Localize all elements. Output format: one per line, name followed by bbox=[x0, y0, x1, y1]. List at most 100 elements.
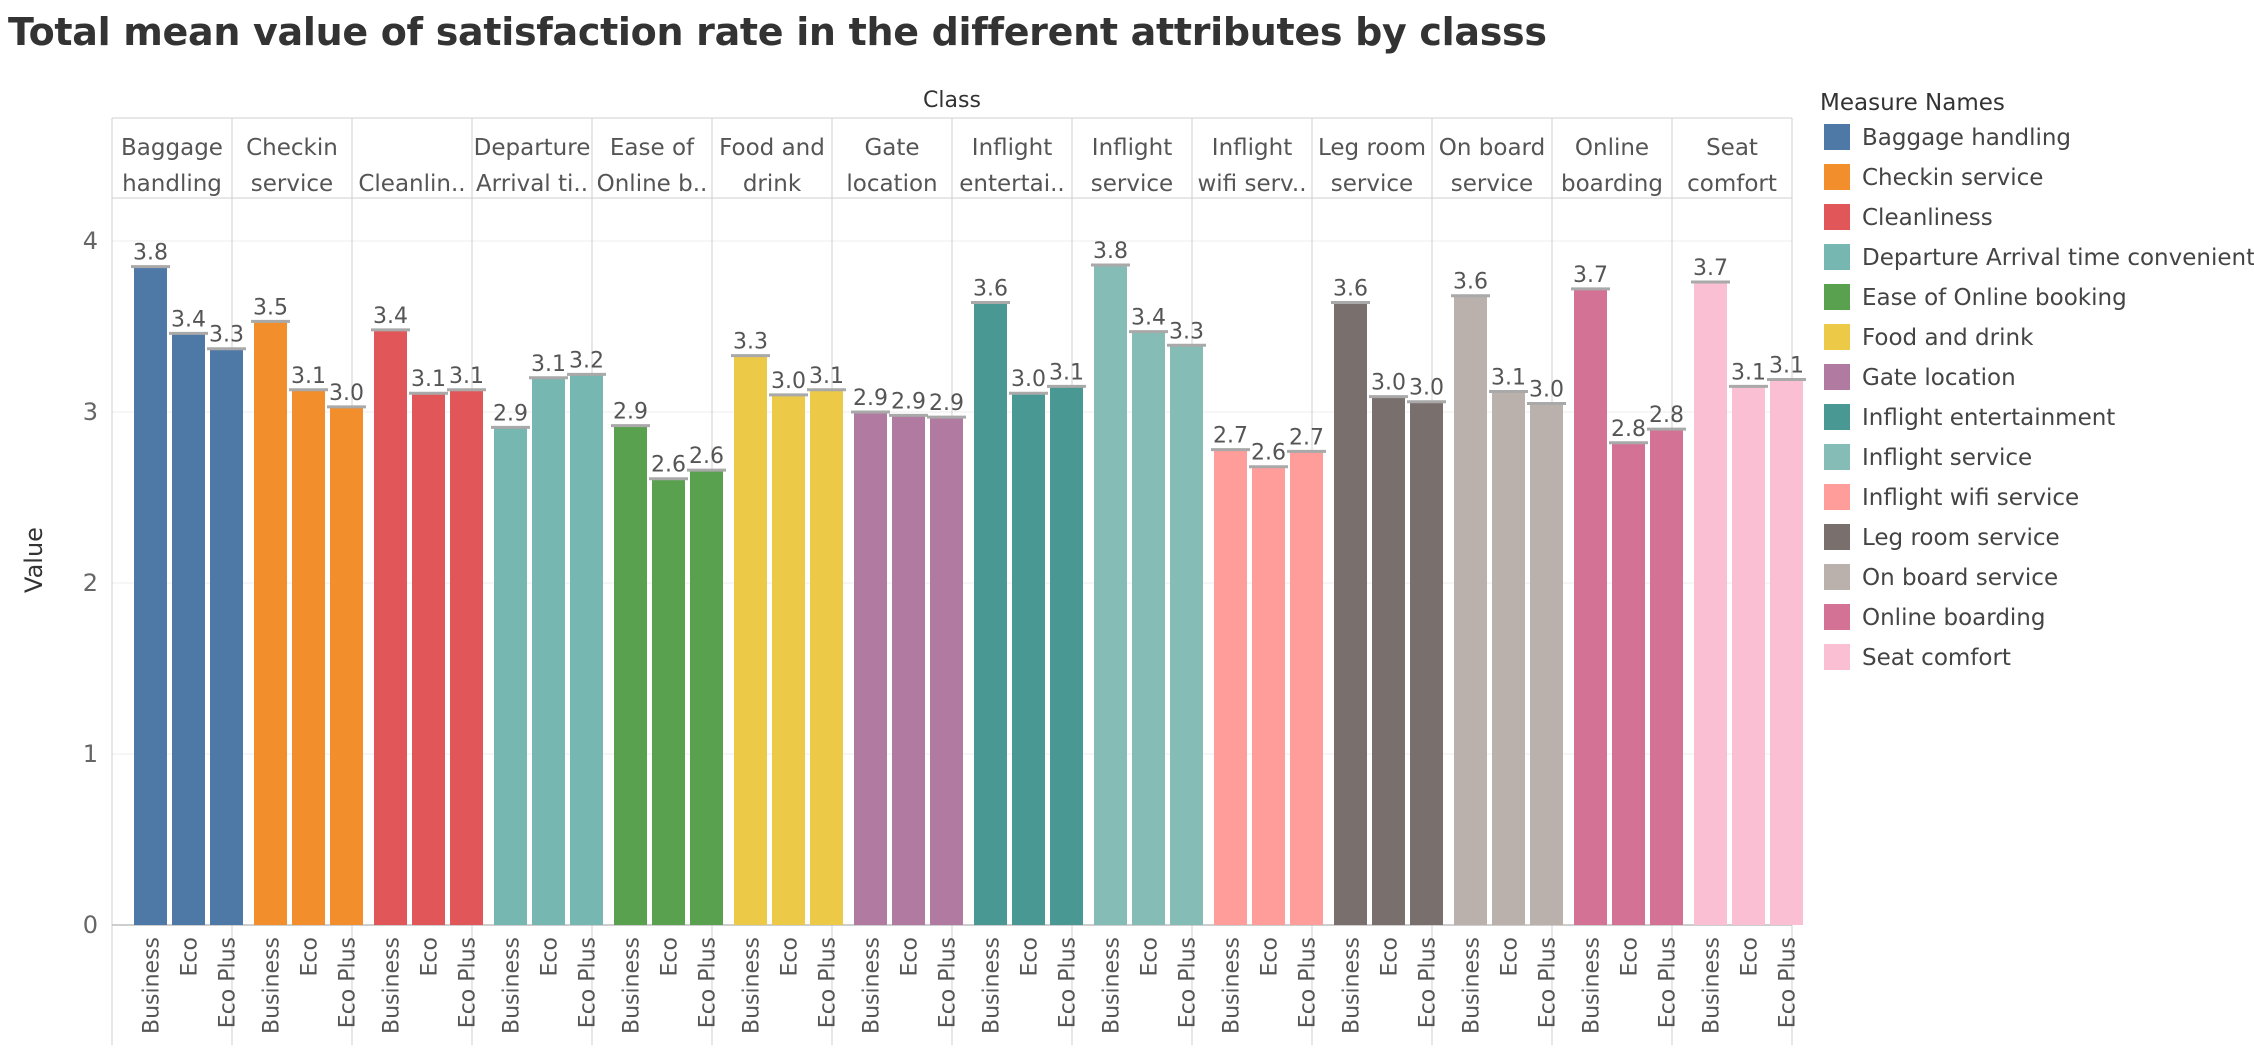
data-label: 3.0 bbox=[771, 369, 806, 394]
x-tick-label: Business bbox=[1700, 937, 1725, 1034]
legend-swatch-gate-location bbox=[1824, 364, 1850, 390]
bar-on-board-service-eco bbox=[1492, 391, 1525, 926]
bar-cleanliness-eco-plus bbox=[450, 389, 483, 925]
data-label: 3.3 bbox=[1169, 319, 1204, 344]
x-tick-label: Eco Plus bbox=[1056, 937, 1081, 1028]
panel-header-online-boarding: Online bbox=[1575, 135, 1649, 161]
x-tick-label: Eco bbox=[1738, 937, 1763, 976]
data-label: 3.0 bbox=[329, 381, 364, 406]
y-tick-label: 0 bbox=[83, 911, 98, 939]
data-label: 3.7 bbox=[1573, 263, 1608, 288]
legend-label-gate-location: Gate location bbox=[1862, 365, 2016, 391]
bar-inflight-wifi-service-eco bbox=[1252, 466, 1285, 925]
data-label: 3.1 bbox=[531, 352, 566, 377]
bar-departure-arrival-time-convenient-eco bbox=[532, 377, 565, 925]
bar-on-board-service-eco-plus bbox=[1530, 403, 1563, 925]
y-tick-label: 4 bbox=[83, 227, 98, 255]
legend-label-departure-arrival-time-convenient: Departure Arrival time convenient bbox=[1862, 245, 2254, 271]
bar-ease-of-online-booking-eco bbox=[652, 478, 685, 925]
data-label: 2.9 bbox=[493, 401, 528, 426]
x-tick-label: Business bbox=[1580, 937, 1605, 1034]
x-tick-label: Eco bbox=[1498, 937, 1523, 976]
legend-label-seat-comfort: Seat comfort bbox=[1862, 645, 2011, 671]
bar-baggage-handling-eco bbox=[172, 333, 205, 926]
panel-header-checkin-service: Checkin bbox=[246, 135, 338, 161]
x-tick-label: Eco Plus bbox=[456, 937, 481, 1028]
bar-baggage-handling-eco-plus bbox=[210, 348, 243, 926]
x-tick-label: Eco Plus bbox=[816, 937, 841, 1028]
legend-swatch-checkin-service bbox=[1824, 164, 1850, 190]
y-tick-label: 1 bbox=[83, 740, 98, 768]
panel-header-inflight-wifi-service: wifi serv.. bbox=[1197, 171, 1306, 197]
bar-food-and-drink-business bbox=[734, 355, 767, 925]
data-label: 2.8 bbox=[1611, 417, 1646, 442]
bar-on-board-service-business bbox=[1454, 295, 1487, 926]
x-tick-label: Business bbox=[980, 937, 1005, 1034]
data-label: 3.4 bbox=[1131, 306, 1166, 331]
bar-ease-of-online-booking-business bbox=[614, 425, 647, 925]
bar-checkin-service-eco-plus bbox=[330, 406, 363, 925]
data-label: 3.0 bbox=[1529, 377, 1564, 402]
x-tick-label: Eco Plus bbox=[216, 937, 241, 1028]
x-tick-label: Eco Plus bbox=[1776, 937, 1801, 1028]
panel-header-ease-of-online-booking: Ease of bbox=[610, 135, 695, 161]
legend-title: Measure Names bbox=[1820, 90, 2005, 116]
panel-header-on-board-service: service bbox=[1451, 171, 1533, 197]
data-label: 3.2 bbox=[569, 348, 604, 373]
chart-title: Total mean value of satisfaction rate in… bbox=[8, 10, 1547, 54]
bar-leg-room-service-business bbox=[1334, 302, 1367, 925]
legend-label-food-and-drink: Food and drink bbox=[1862, 325, 2034, 351]
panel-header-inflight-service: service bbox=[1091, 171, 1173, 197]
bar-seat-comfort-eco-plus bbox=[1770, 379, 1803, 925]
bar-gate-location-eco bbox=[892, 415, 925, 925]
bar-inflight-entertainment-eco bbox=[1012, 393, 1045, 925]
data-label: 3.0 bbox=[1371, 371, 1406, 396]
x-tick-label: Eco bbox=[898, 937, 923, 976]
x-tick-label: Eco bbox=[1258, 937, 1283, 976]
panel-header-baggage-handling: handling bbox=[122, 171, 222, 197]
bar-inflight-entertainment-business bbox=[974, 302, 1007, 925]
data-label: 2.9 bbox=[929, 391, 964, 416]
panel-header-inflight-service: Inflight bbox=[1092, 135, 1172, 161]
bar-gate-location-business bbox=[854, 412, 887, 925]
data-label: 3.1 bbox=[809, 364, 844, 389]
bar-online-boarding-eco bbox=[1612, 442, 1645, 925]
data-label: 3.8 bbox=[1093, 239, 1128, 264]
panel-header-gate-location: Gate bbox=[864, 135, 919, 161]
data-label: 3.1 bbox=[1049, 360, 1084, 385]
x-tick-label: Eco Plus bbox=[1416, 937, 1441, 1028]
panel-header-cleanliness: Cleanlin.. bbox=[358, 171, 465, 197]
x-tick-label: Business bbox=[140, 937, 165, 1034]
bar-inflight-entertainment-eco-plus bbox=[1050, 386, 1083, 926]
x-tick-label: Business bbox=[1220, 937, 1245, 1034]
legend-swatch-inflight-service bbox=[1824, 444, 1850, 470]
x-tick-label: Eco Plus bbox=[576, 937, 601, 1028]
legend-label-inflight-entertainment: Inflight entertainment bbox=[1862, 405, 2115, 431]
legend-label-inflight-service: Inflight service bbox=[1862, 445, 2032, 471]
data-label: 3.4 bbox=[171, 307, 206, 332]
data-label: 3.6 bbox=[1333, 277, 1368, 302]
bar-seat-comfort-eco bbox=[1732, 386, 1765, 926]
panel-header-inflight-entertainment: Inflight bbox=[972, 135, 1052, 161]
data-label: 3.5 bbox=[253, 295, 288, 320]
data-label: 3.1 bbox=[291, 364, 326, 389]
panel-header-food-and-drink: drink bbox=[743, 171, 802, 197]
bar-cleanliness-business bbox=[374, 329, 407, 925]
x-tick-label: Eco bbox=[178, 937, 203, 976]
panel-header-inflight-entertainment: entertai.. bbox=[959, 171, 1064, 197]
data-label: 2.9 bbox=[613, 400, 648, 425]
bar-baggage-handling-business bbox=[134, 266, 167, 925]
x-tick-label: Eco bbox=[538, 937, 563, 976]
x-tick-label: Business bbox=[260, 937, 285, 1034]
x-tick-label: Business bbox=[500, 937, 525, 1034]
data-label: 3.4 bbox=[373, 304, 408, 329]
x-tick-label: Eco bbox=[298, 937, 323, 976]
data-label: 3.8 bbox=[133, 241, 168, 266]
legend-swatch-inflight-wifi-service bbox=[1824, 484, 1850, 510]
x-tick-label: Eco Plus bbox=[696, 937, 721, 1028]
bar-online-boarding-eco-plus bbox=[1650, 429, 1683, 925]
bar-inflight-service-eco bbox=[1132, 331, 1165, 925]
panel-header-on-board-service: On board bbox=[1439, 135, 1545, 161]
x-tick-label: Eco Plus bbox=[1536, 937, 1561, 1028]
